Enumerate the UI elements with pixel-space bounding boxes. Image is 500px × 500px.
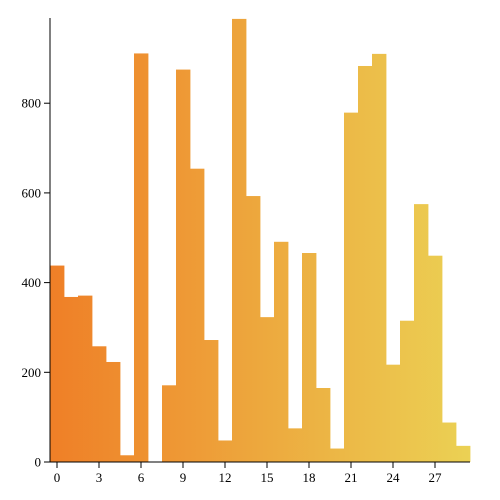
bar-16 xyxy=(274,241,289,462)
x-tick-label: 27 xyxy=(429,470,443,485)
bar-10 xyxy=(190,168,205,462)
bar-21 xyxy=(344,112,359,462)
x-axis: 0 3 6 9 12 15 18 21 24 27 xyxy=(54,462,442,485)
bar-1 xyxy=(64,296,79,462)
bar-20 xyxy=(330,448,345,462)
y-axis: 0 200 400 600 800 xyxy=(22,96,50,470)
bar-26 xyxy=(414,204,429,462)
bar-0 xyxy=(50,265,65,462)
bar-23 xyxy=(372,53,387,463)
bar-15 xyxy=(260,317,275,462)
x-tick-label: 18 xyxy=(303,470,316,485)
bar-18 xyxy=(302,253,317,462)
x-tick-label: 15 xyxy=(261,470,274,485)
bar-9 xyxy=(176,69,191,463)
bar-29 xyxy=(456,445,471,462)
y-tick-label: 800 xyxy=(22,96,42,111)
bar-13 xyxy=(232,18,247,462)
bar-17 xyxy=(288,428,303,462)
bar-11 xyxy=(204,340,219,462)
bar-19 xyxy=(316,388,331,462)
bar-4 xyxy=(106,361,121,462)
x-tick-label: 3 xyxy=(96,470,103,485)
x-tick-label: 21 xyxy=(345,470,358,485)
x-tick-label: 24 xyxy=(387,470,401,485)
bar-12 xyxy=(218,440,233,462)
y-tick-label: 600 xyxy=(22,185,42,200)
bar-8 xyxy=(162,385,177,462)
x-tick-label: 0 xyxy=(54,470,61,485)
x-tick-label: 12 xyxy=(219,470,232,485)
bar-27 xyxy=(428,255,443,462)
bar-25 xyxy=(400,320,415,462)
bar-24 xyxy=(386,364,401,462)
bar-14 xyxy=(246,196,261,463)
x-tick-label: 6 xyxy=(138,470,145,485)
bars-group xyxy=(50,18,471,463)
y-tick-label: 400 xyxy=(22,275,42,290)
bar-28 xyxy=(442,422,457,462)
y-tick-label: 200 xyxy=(22,365,42,380)
x-tick-label: 9 xyxy=(180,470,187,485)
bar-6 xyxy=(134,53,149,463)
bar-5 xyxy=(120,455,135,462)
bar-3 xyxy=(92,346,107,462)
bar-2 xyxy=(78,295,93,462)
bar-22 xyxy=(358,65,373,462)
y-tick-label: 0 xyxy=(35,455,42,470)
